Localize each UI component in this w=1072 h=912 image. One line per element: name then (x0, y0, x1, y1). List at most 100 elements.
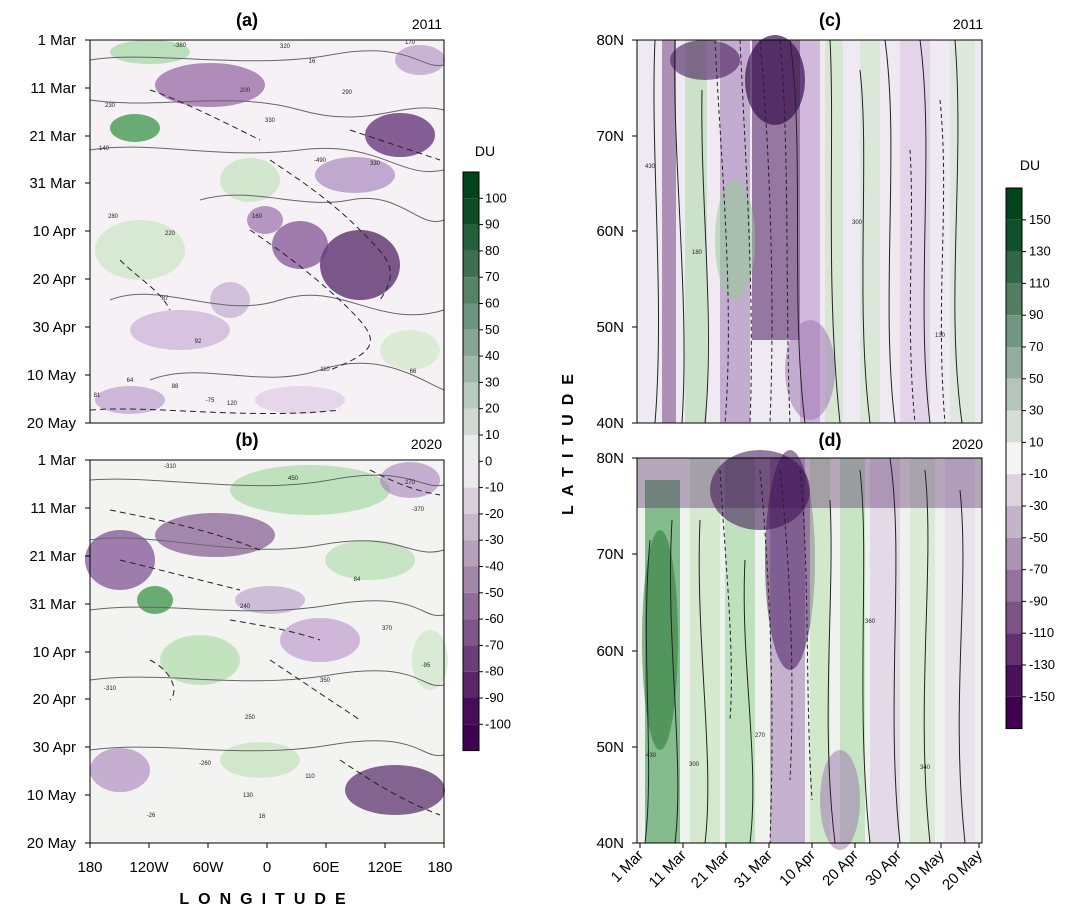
contour-label: -490 (314, 158, 327, 164)
colorbar-swatch (1006, 347, 1022, 379)
x-tick-label: 10 May (901, 846, 948, 893)
x-tick-label: 10 Apr (776, 847, 819, 890)
contour-label: 16 (259, 814, 266, 820)
colorbar-swatch (463, 277, 479, 304)
colorbar-tick-label: 30 (485, 374, 499, 389)
colorbar-tick-label: 50 (485, 322, 499, 337)
colorbar-swatch (463, 382, 479, 409)
colorbar-swatch (463, 513, 479, 541)
colorbar-swatch (463, 566, 479, 593)
colorbar-tick-label: 130 (1029, 244, 1051, 259)
contour-label: 350 (320, 678, 331, 684)
contour-label: 340 (920, 765, 931, 771)
colorbar-tick-label: 80 (485, 243, 499, 258)
colorbar-tick-label: 100 (485, 190, 507, 205)
panel-a-y-ticks: 1 Mar 11 Mar 21 Mar 31 Mar 10 Apr 20 Apr… (27, 32, 77, 432)
contour-label: 240 (240, 604, 251, 610)
y-tick-label: 10 May (27, 367, 77, 384)
contour-label: 200 (240, 88, 251, 94)
colorbar-swatch (1006, 696, 1022, 729)
panel-b-contours (89, 469, 445, 816)
y-tick-label: 10 Apr (33, 644, 76, 661)
colorbar-swatch (1006, 251, 1022, 284)
panel-d-x-tick-marks (639, 843, 980, 848)
panel-d-field (637, 450, 982, 850)
colorbar-swatch (463, 619, 479, 646)
panel-c: 180 300 430 130 (c) 2011 80N 70N 60N 50N… (596, 10, 983, 432)
panel-a-y-tick-marks (85, 39, 90, 424)
contour-label: 110 (320, 367, 330, 373)
contour-label: 330 (370, 161, 381, 167)
contour-label: 290 (342, 90, 353, 96)
colorbar-tick-label: 10 (1029, 434, 1043, 449)
y-tick-label: 20 May (27, 835, 77, 852)
colorbar-tick-label: 70 (485, 269, 499, 284)
colorbar-swatch (1006, 315, 1022, 347)
panel-d-year: 2020 (952, 436, 983, 452)
contour-label: 170 (405, 40, 416, 46)
y-tick-label: 31 Mar (29, 596, 76, 613)
colorbar-tick-label: -50 (485, 585, 504, 600)
colorbar-tick-label: -150 (1029, 689, 1055, 704)
x-tick-label: 21 Mar (688, 847, 733, 892)
panel-b-y-ticks: 1 Mar 11 Mar 21 Mar 31 Mar 10 Apr 20 Apr… (27, 452, 77, 852)
colorbar-right-ticks: 150 130 110 90 70 50 30 10 -10 -30 -50 -70 -90 -110 -1… (1022, 212, 1055, 704)
y-tick-label: 20 Apr (33, 691, 76, 708)
y-tick-label: 40N (596, 835, 624, 852)
y-tick-label: 80N (596, 450, 624, 467)
x-tick-label: 1 Mar (608, 847, 647, 886)
contour-label: 140 (99, 146, 110, 152)
colorbar-tick-label: 30 (1029, 403, 1043, 418)
colorbar-swatch (1006, 474, 1022, 506)
x-tick-label: 31 Mar (731, 847, 776, 892)
colorbar-tick-label: -80 (485, 664, 504, 679)
contour-label: 330 (265, 118, 276, 124)
colorbar-swatch (463, 250, 479, 278)
panel-b-y-tick-marks (85, 459, 90, 844)
colorbar-tick-label: 90 (1029, 307, 1043, 322)
contour-label: 88 (172, 384, 179, 390)
colorbar-tick-label: -10 (1029, 466, 1048, 481)
contour-label: -95 (422, 663, 431, 669)
colorbar-left-ticks: 1009080706050403020100-10-20-30-40-50-60… (479, 190, 511, 731)
y-tick-label: 50N (596, 319, 624, 336)
contour-label: 250 (245, 715, 256, 721)
contour-label: 430 (646, 753, 657, 759)
colorbar-tick-label: 70 (1029, 339, 1043, 354)
contour-label: 92 (195, 339, 202, 345)
panel-a: 320 16 -380 170 200 290 330 230 140 330 … (27, 10, 445, 432)
contour-label: 66 (410, 369, 417, 375)
panel-b: -310 450 270 -370 84 240 370 -310 350 25… (27, 430, 453, 908)
colorbar-left: DU 1009080706050403020100-10-20-30-40-50… (462, 143, 511, 752)
x-tick-label: 20 May (939, 846, 986, 893)
y-tick-label: 50N (596, 739, 624, 756)
panel-c-contours (653, 39, 963, 424)
colorbar-swatch (1006, 410, 1022, 443)
x-tick-label: 20 Apr (819, 847, 862, 890)
panel-d: 360 270 430 300 340 (d) 2020 80N 70N 60N… (596, 430, 986, 894)
y-tick-label: 20 May (27, 415, 77, 432)
x-axis-label-longitude: LONGITUDE (179, 891, 354, 908)
colorbar-tick-label: 60 (485, 296, 499, 311)
panel-a-field (95, 40, 445, 414)
panel-c-y-tick-marks (632, 39, 637, 424)
y-tick-label: 60N (596, 643, 624, 660)
y-tick-label: 21 Mar (29, 548, 76, 565)
panel-a-label: (a) (236, 10, 258, 30)
colorbar-swatch (463, 408, 479, 435)
contour-label: 130 (243, 793, 254, 799)
colorbar-swatch (463, 698, 479, 725)
contour-label: -75 (206, 398, 215, 404)
y-tick-label: 20 Apr (33, 271, 76, 288)
y-tick-label: 60N (596, 223, 624, 240)
colorbar-tick-label: -100 (485, 716, 511, 731)
contour-label: 270 (405, 480, 416, 486)
panel-c-contour-labels: 180 300 430 130 (645, 164, 946, 339)
panel-b-label: (b) (236, 430, 259, 450)
y-tick-label: 80N (596, 32, 624, 49)
contour-label: 110 (305, 774, 315, 780)
contour-label: 370 (382, 626, 393, 632)
colorbar-swatch (463, 172, 479, 199)
panel-d-contours (644, 457, 966, 844)
contour-label: -310 (164, 464, 177, 470)
